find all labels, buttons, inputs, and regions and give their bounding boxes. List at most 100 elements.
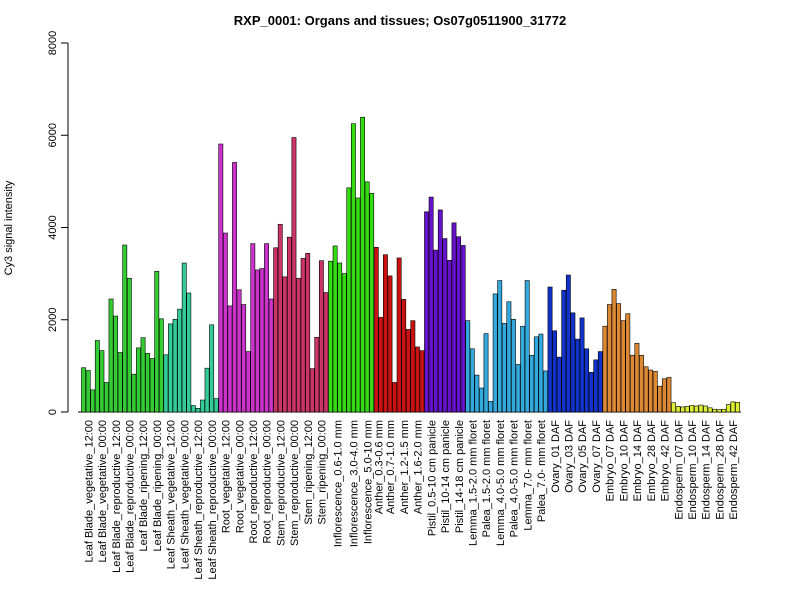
bar <box>158 318 164 413</box>
bar <box>232 162 237 413</box>
x-tick-label: Ovary_01 DAF <box>550 420 562 493</box>
bar <box>588 372 594 413</box>
y-axis-ticks: 0 2000 4000 6000 8000 <box>47 31 68 415</box>
x-tick-label: Ovary_07 DAF <box>591 420 603 493</box>
x-tick-label: Leaf Blade_ripening_12:00 <box>138 420 150 552</box>
bar <box>122 244 128 413</box>
bar <box>305 253 311 413</box>
bar <box>314 336 320 413</box>
bar <box>424 211 429 413</box>
x-tick-label: Palea_7.0- mm floret <box>536 420 548 522</box>
x-tick-label: Embryo_10 DAF <box>618 420 630 502</box>
y-tick-label: 6000 <box>47 123 59 147</box>
bar <box>99 350 105 413</box>
chart-title: RXP_0001: Organs and tissues; Os07g05119… <box>234 13 566 28</box>
bar <box>460 245 466 413</box>
bar <box>680 406 686 413</box>
y-tick-label: 2000 <box>47 308 59 332</box>
bar <box>698 404 704 413</box>
bar <box>648 369 654 413</box>
bar <box>369 193 375 413</box>
x-tick-label: Leaf Sheath_vegetative_00:00 <box>179 420 191 569</box>
x-tick-label: Embryo_42 DAF <box>660 420 672 502</box>
bar <box>433 249 439 413</box>
bar <box>200 399 205 413</box>
bar <box>520 325 526 413</box>
bar <box>190 405 196 413</box>
bar <box>149 358 155 413</box>
bar <box>126 277 132 413</box>
bar <box>597 351 603 413</box>
bar <box>442 238 448 413</box>
y-tick-label: 8000 <box>47 31 59 55</box>
bar <box>570 312 576 413</box>
bar <box>282 276 288 413</box>
bar <box>593 359 599 413</box>
x-tick-label: Leaf Blade_ripening_00:00 <box>152 420 164 552</box>
bar <box>419 350 425 413</box>
bar <box>547 286 553 413</box>
bar <box>172 318 178 413</box>
bar <box>177 308 183 413</box>
bar <box>575 338 580 413</box>
bar <box>245 351 251 413</box>
bar <box>447 259 452 413</box>
x-tick-label: Root_reproductive_12:00 <box>248 420 260 544</box>
bar <box>437 209 443 413</box>
bar <box>428 196 434 413</box>
bar <box>218 143 224 413</box>
bar <box>300 258 306 413</box>
bar <box>277 223 283 413</box>
bar <box>634 342 640 413</box>
x-tick-label: Pistil_14-18 cm panicle <box>454 420 466 533</box>
bar <box>524 280 530 413</box>
x-tick-label: Leaf Blade_vegetative_00:00 <box>97 420 109 563</box>
bar <box>506 301 512 413</box>
x-tick-label: Leaf Sheath_vegetative_12:00 <box>166 420 178 569</box>
bar <box>332 245 338 413</box>
bar <box>652 371 658 413</box>
bar <box>483 333 489 413</box>
x-tick-label: Anther_0.3-0.6 mm <box>374 420 386 514</box>
bar <box>602 325 608 413</box>
x-tick-label: Stem_ripening_12:00 <box>303 420 315 525</box>
x-tick-label: Leaf Sheath_reproductive_12:00 <box>193 420 205 580</box>
x-tick-label: Endosperm_10 DAF <box>687 420 699 520</box>
bar <box>611 289 617 413</box>
bar <box>616 303 622 413</box>
bar <box>451 222 457 413</box>
bar <box>561 289 567 413</box>
x-tick-label: Embryo_07 DAF <box>605 420 617 502</box>
bar <box>469 348 475 413</box>
bar <box>273 247 279 413</box>
bar <box>625 313 631 413</box>
bar <box>730 401 736 413</box>
bar <box>643 366 649 413</box>
bar <box>707 407 713 413</box>
x-tick-label: Stem_reproductive_12:00 <box>275 420 287 546</box>
bar <box>350 123 356 413</box>
bar <box>337 262 343 413</box>
bar <box>204 367 210 413</box>
x-tick-label: Ovary_05 DAF <box>577 420 589 493</box>
bar <box>140 337 146 413</box>
bar <box>383 254 388 413</box>
y-axis-label: Cy3 signal intensity <box>3 180 15 275</box>
bar <box>213 398 219 413</box>
bar <box>511 318 516 413</box>
bar <box>405 329 411 413</box>
bar <box>693 405 699 413</box>
bar <box>318 260 324 413</box>
bar <box>639 354 644 413</box>
bar <box>474 374 480 413</box>
x-tick-label: Root_reproductive_00:00 <box>262 420 274 544</box>
bar <box>565 274 571 413</box>
bar <box>666 377 672 413</box>
x-tick-label: Inflorescence_0.6-1.0 mm <box>333 420 345 547</box>
x-tick-label: Endosperm_28 DAF <box>714 420 726 520</box>
x-tick-label: Leaf Blade_vegetative_12:00 <box>83 420 95 563</box>
x-tick-label: Anther_0.7-1.0 mm <box>385 420 397 514</box>
x-tick-label: Ovary_03 DAF <box>564 420 576 493</box>
bar <box>488 401 493 413</box>
bars-layer <box>81 116 740 413</box>
